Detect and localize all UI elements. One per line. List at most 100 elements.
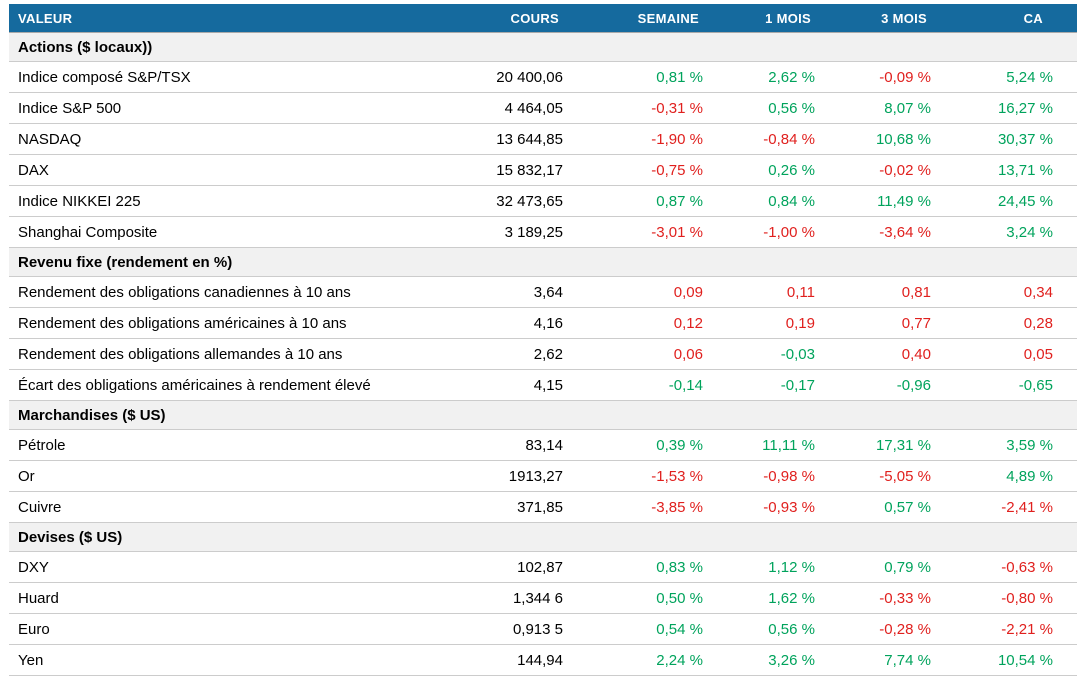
table-body: Actions ($ locaux)) Indice composé S&P/TS… bbox=[9, 32, 1077, 676]
table-row: Indice composé S&P/TSX 20 400,06 0,81 % 2,6… bbox=[9, 61, 1077, 93]
change-value: 0,05 bbox=[937, 338, 1077, 370]
cours-value: 3 189,25 bbox=[459, 216, 569, 248]
cours-value: 15 832,17 bbox=[459, 154, 569, 186]
change-value: 11,49 % bbox=[821, 185, 937, 217]
change-value: 0,83 % bbox=[569, 551, 709, 583]
change-value: -0,98 % bbox=[709, 460, 821, 492]
change-value: 0,39 % bbox=[569, 429, 709, 461]
change-value: -0,31 % bbox=[569, 92, 709, 124]
change-value: -0,84 % bbox=[709, 123, 821, 155]
change-value: -0,09 % bbox=[821, 61, 937, 93]
change-value: 0,12 bbox=[569, 307, 709, 339]
change-value: 2,62 % bbox=[709, 61, 821, 93]
table-row: Indice NIKKEI 225 32 473,65 0,87 % 0,84 % 11… bbox=[9, 185, 1077, 217]
change-value: 4,89 % bbox=[937, 460, 1077, 492]
row-label: Écart des obligations américaines à rend… bbox=[9, 369, 459, 401]
cours-value: 4,16 bbox=[459, 307, 569, 339]
table-row: DAX 15 832,17 -0,75 % 0,26 % -0,02 % 13,71 % bbox=[9, 154, 1077, 186]
row-label: NASDAQ bbox=[9, 123, 459, 155]
row-label: Pétrole bbox=[9, 429, 459, 461]
change-value: 0,87 % bbox=[569, 185, 709, 217]
change-value: 0,06 bbox=[569, 338, 709, 370]
market-summary-table: VALEUR COURS SEMAINE 1 MOIS 3 MOIS CA Ac… bbox=[9, 4, 1077, 676]
cours-value: 4,15 bbox=[459, 369, 569, 401]
change-value: -0,63 % bbox=[937, 551, 1077, 583]
change-value: 0,56 % bbox=[709, 92, 821, 124]
table-row: Or 1913,27 -1,53 % -0,98 % -5,05 % 4,89 % bbox=[9, 460, 1077, 492]
section-title: Revenu fixe (rendement en %) bbox=[9, 247, 1077, 277]
change-value: 0,34 bbox=[937, 276, 1077, 308]
change-value: 30,37 % bbox=[937, 123, 1077, 155]
change-value: 5,24 % bbox=[937, 61, 1077, 93]
column-header-semaine: SEMAINE bbox=[569, 4, 709, 33]
change-value: -0,03 bbox=[709, 338, 821, 370]
change-value: 3,24 % bbox=[937, 216, 1077, 248]
table-row: NASDAQ 13 644,85 -1,90 % -0,84 % 10,68 % 30,3… bbox=[9, 123, 1077, 155]
cours-value: 144,94 bbox=[459, 644, 569, 676]
row-label: Cuivre bbox=[9, 491, 459, 523]
row-label: Or bbox=[9, 460, 459, 492]
table-row: Rendement des obligations allemandes à 1… bbox=[9, 338, 1077, 370]
row-label: Indice composé S&P/TSX bbox=[9, 61, 459, 93]
change-value: 10,54 % bbox=[937, 644, 1077, 676]
change-value: 0,79 % bbox=[821, 551, 937, 583]
change-value: -0,93 % bbox=[709, 491, 821, 523]
section-title: Actions ($ locaux)) bbox=[9, 32, 1077, 62]
change-value: 0,56 % bbox=[709, 613, 821, 645]
market-summary: VALEUR COURS SEMAINE 1 MOIS 3 MOIS CA Ac… bbox=[9, 4, 1077, 676]
table-row: Euro 0,913 5 0,54 % 0,56 % -0,28 % -2,21 % bbox=[9, 613, 1077, 645]
section-title: Devises ($ US) bbox=[9, 522, 1077, 552]
change-value: 2,24 % bbox=[569, 644, 709, 676]
cours-value: 32 473,65 bbox=[459, 185, 569, 217]
change-value: -0,17 bbox=[709, 369, 821, 401]
row-label: Shanghai Composite bbox=[9, 216, 459, 248]
change-value: 13,71 % bbox=[937, 154, 1077, 186]
cours-value: 3,64 bbox=[459, 276, 569, 308]
table-row: Yen 144,94 2,24 % 3,26 % 7,74 % 10,54 % bbox=[9, 644, 1077, 676]
cours-value: 20 400,06 bbox=[459, 61, 569, 93]
row-label: Indice S&P 500 bbox=[9, 92, 459, 124]
change-value: -2,41 % bbox=[937, 491, 1077, 523]
change-value: 3,26 % bbox=[709, 644, 821, 676]
section-title: Marchandises ($ US) bbox=[9, 400, 1077, 430]
row-label: DAX bbox=[9, 154, 459, 186]
change-value: 0,57 % bbox=[821, 491, 937, 523]
change-value: 0,11 bbox=[709, 276, 821, 308]
table-row: Indice S&P 500 4 464,05 -0,31 % 0,56 % 8,07 … bbox=[9, 92, 1077, 124]
header-row: VALEUR COURS SEMAINE 1 MOIS 3 MOIS CA bbox=[9, 4, 1077, 33]
section-header-row: Actions ($ locaux)) bbox=[9, 32, 1077, 62]
row-label: Yen bbox=[9, 644, 459, 676]
cours-value: 1913,27 bbox=[459, 460, 569, 492]
change-value: -0,65 bbox=[937, 369, 1077, 401]
change-value: 0,81 % bbox=[569, 61, 709, 93]
change-value: 17,31 % bbox=[821, 429, 937, 461]
row-label: Rendement des obligations allemandes à 1… bbox=[9, 338, 459, 370]
table-row: Rendement des obligations canadiennes à … bbox=[9, 276, 1077, 308]
change-value: 0,28 bbox=[937, 307, 1077, 339]
column-header-valeur: VALEUR bbox=[9, 4, 459, 33]
change-value: -0,80 % bbox=[937, 582, 1077, 614]
column-header-3-mois: 3 MOIS bbox=[821, 4, 937, 33]
section-header-row: Revenu fixe (rendement en %) bbox=[9, 247, 1077, 277]
column-header-1-mois: 1 MOIS bbox=[709, 4, 821, 33]
change-value: -3,01 % bbox=[569, 216, 709, 248]
change-value: 0,50 % bbox=[569, 582, 709, 614]
change-value: 0,84 % bbox=[709, 185, 821, 217]
row-label: Euro bbox=[9, 613, 459, 645]
cours-value: 13 644,85 bbox=[459, 123, 569, 155]
table-row: Écart des obligations américaines à rend… bbox=[9, 369, 1077, 401]
change-value: -0,75 % bbox=[569, 154, 709, 186]
cours-value: 102,87 bbox=[459, 551, 569, 583]
change-value: 0,40 bbox=[821, 338, 937, 370]
row-label: DXY bbox=[9, 551, 459, 583]
cours-value: 4 464,05 bbox=[459, 92, 569, 124]
change-value: -0,96 bbox=[821, 369, 937, 401]
change-value: -1,90 % bbox=[569, 123, 709, 155]
row-label: Rendement des obligations américaines à … bbox=[9, 307, 459, 339]
table-row: Shanghai Composite 3 189,25 -3,01 % -1,00 %… bbox=[9, 216, 1077, 248]
row-label: Rendement des obligations canadiennes à … bbox=[9, 276, 459, 308]
change-value: -0,28 % bbox=[821, 613, 937, 645]
table-header: VALEUR COURS SEMAINE 1 MOIS 3 MOIS CA bbox=[9, 4, 1077, 33]
cours-value: 1,344 6 bbox=[459, 582, 569, 614]
change-value: -3,85 % bbox=[569, 491, 709, 523]
